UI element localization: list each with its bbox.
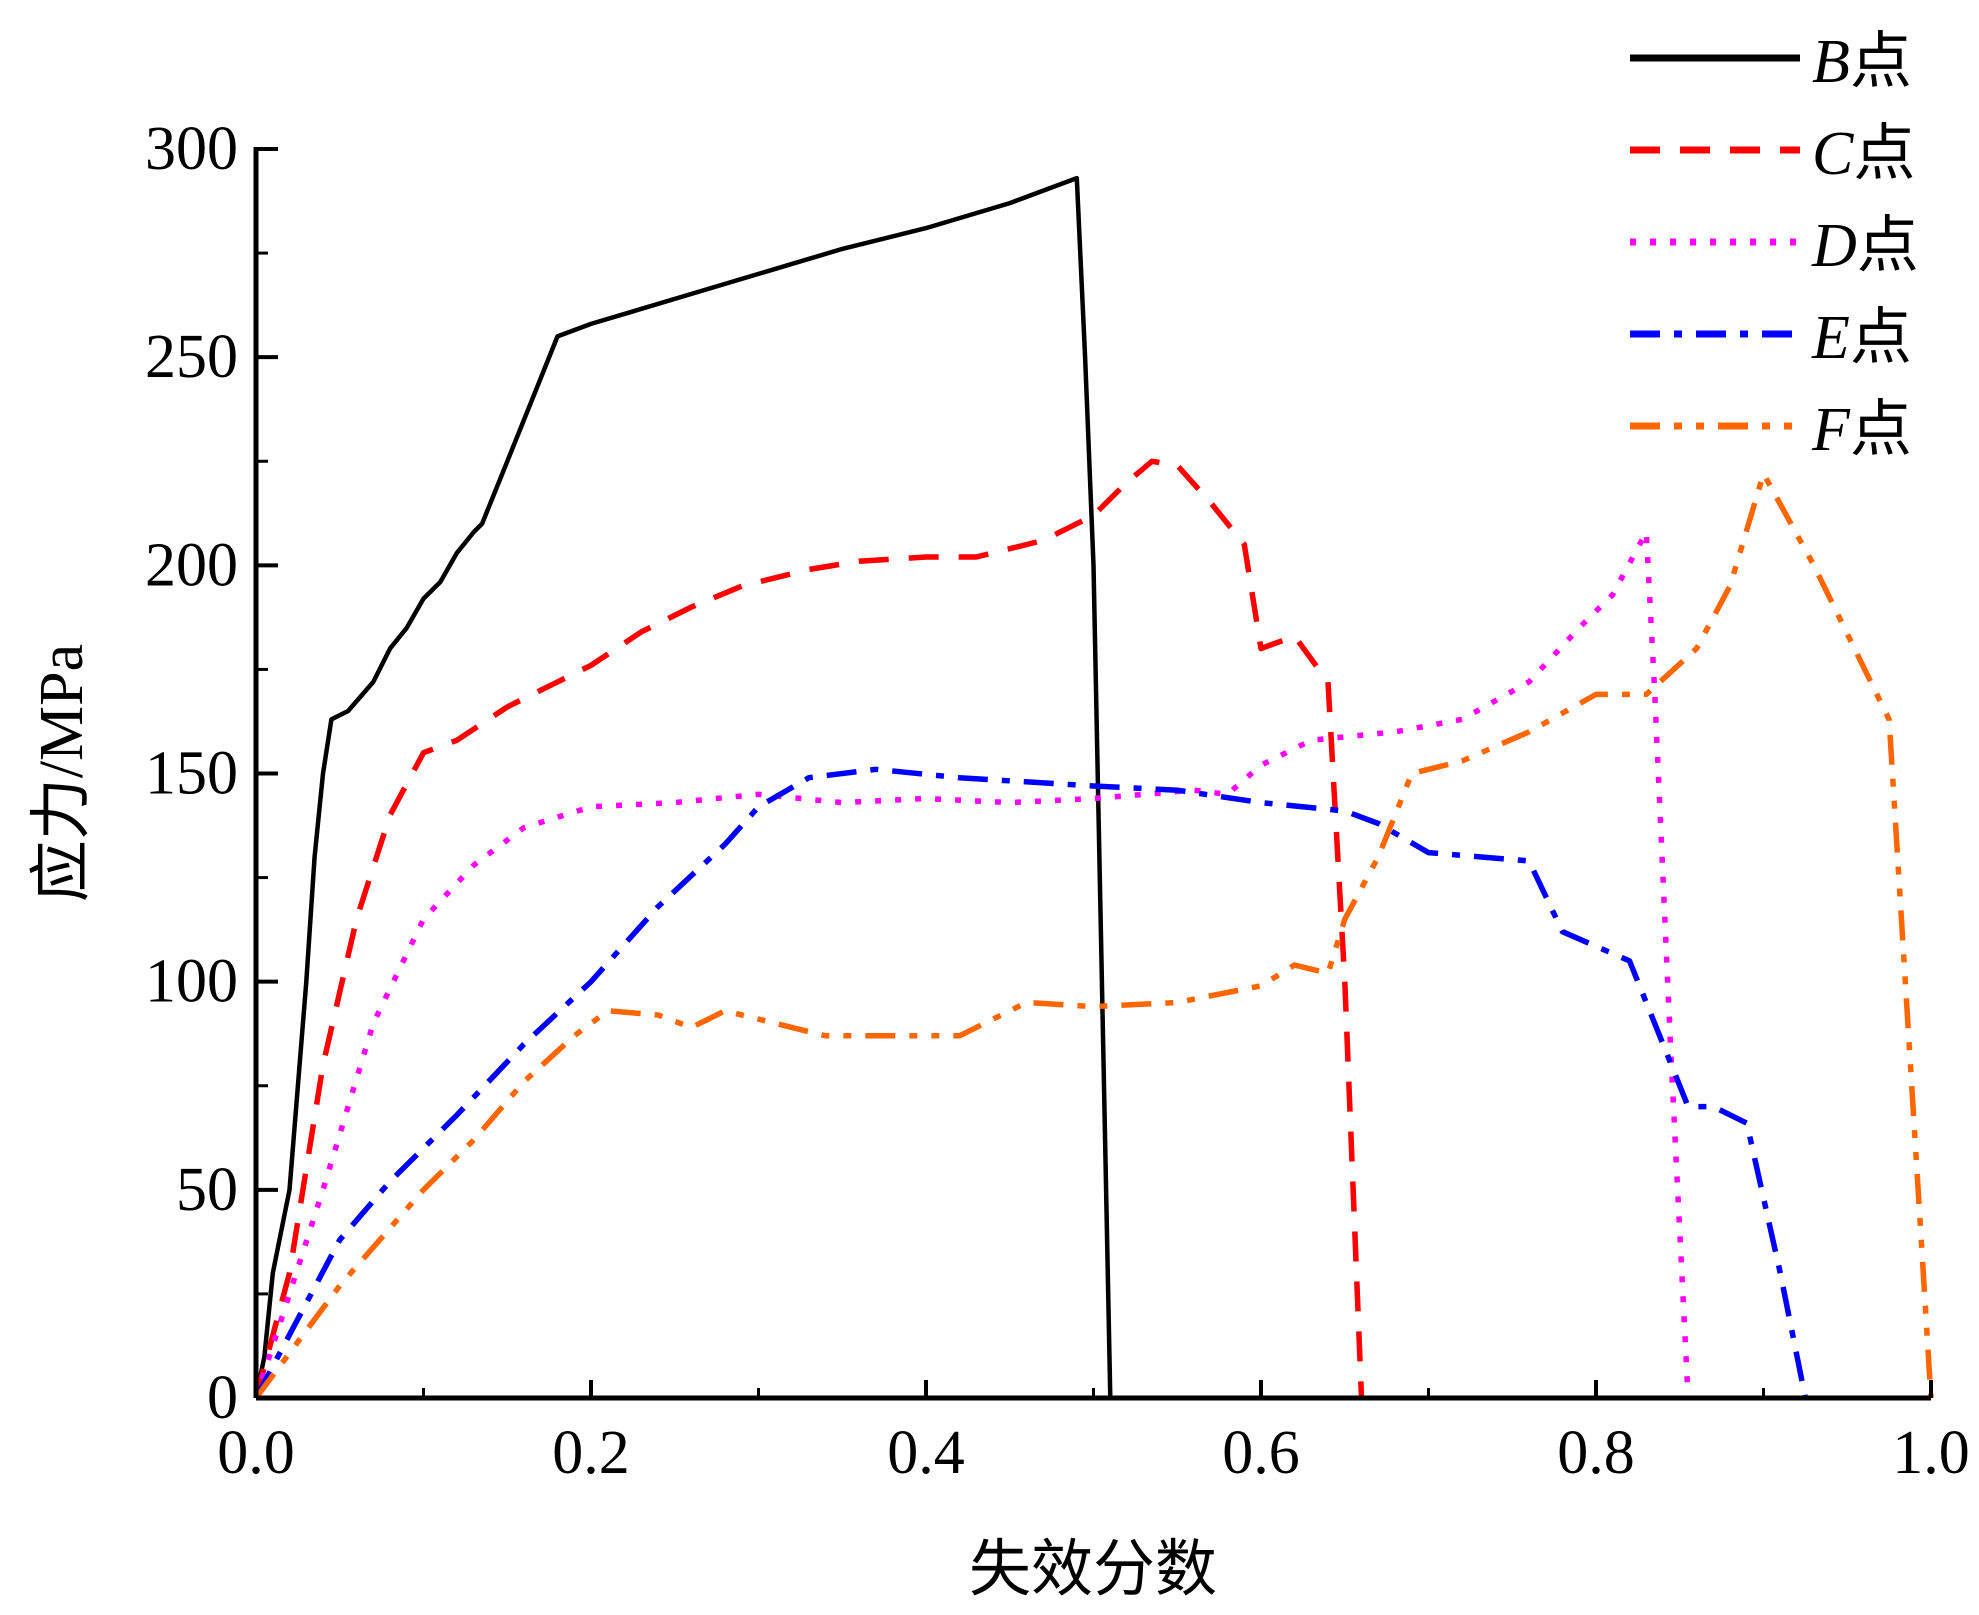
series-line-c: [253, 458, 1365, 1399]
series-line-e: [253, 766, 1809, 1400]
legend-item-f: F点: [1630, 396, 1912, 464]
x-tick-label: 0.4: [887, 1419, 965, 1487]
legend: B点 C点 D点 E点 F点: [1630, 28, 1919, 464]
legend-item-c: C点: [1630, 120, 1915, 188]
x-tick-label: 0.8: [1557, 1419, 1635, 1487]
y-tick-label: 250: [145, 323, 238, 391]
legend-label: C点: [1812, 120, 1915, 188]
axes: 0.0 0.2 0.4 0.6 0.8 1.0 0 50 100 150 200 250 300: [145, 115, 1970, 1487]
y-tick-label: 100: [145, 948, 238, 1016]
legend-item-b: B点: [1630, 28, 1912, 96]
y-axis-label: 应力/MPa: [28, 644, 96, 902]
y-tick-label: 150: [145, 740, 238, 808]
x-tick-label: 0.0: [217, 1419, 295, 1487]
series-line-b: [253, 175, 1113, 1399]
x-tick-label: 0.2: [552, 1419, 630, 1487]
legend-label: B点: [1812, 28, 1912, 96]
y-tick-label: 50: [176, 1156, 238, 1224]
legend-label: D点: [1811, 212, 1919, 280]
y-tick-label: 0: [207, 1364, 238, 1432]
x-axis-label: 失效分数: [969, 1536, 1217, 1604]
series-line-d: [253, 529, 1691, 1399]
x-tick-label: 0.6: [1222, 1419, 1300, 1487]
x-tick-label: 1.0: [1892, 1419, 1970, 1487]
legend-label: F点: [1811, 396, 1912, 464]
series-layer: [253, 175, 1934, 1400]
legend-item-d: D点: [1630, 212, 1919, 280]
legend-item-e: E点: [1630, 304, 1912, 372]
series-line-f: [253, 470, 1934, 1400]
y-tick-label: 200: [145, 531, 238, 599]
legend-label: E点: [1811, 304, 1912, 372]
y-tick-label: 300: [145, 115, 238, 183]
